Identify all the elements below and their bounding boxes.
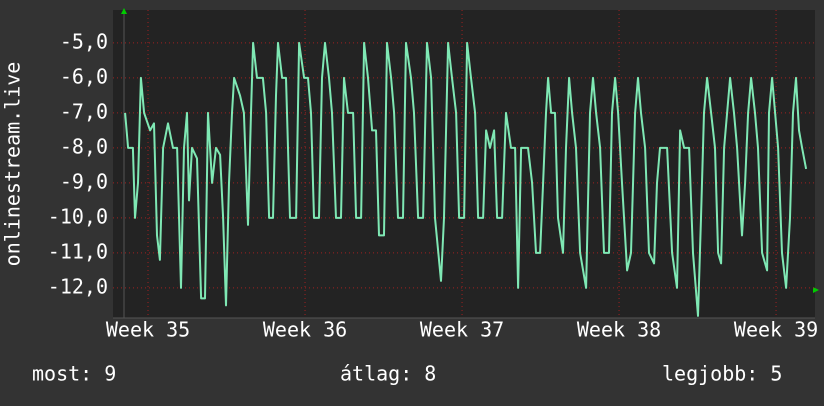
axes — [113, 8, 819, 319]
x-arrow — [813, 287, 819, 293]
summary-average: átlag: 8 — [340, 362, 436, 386]
y-tick-label: -11,0 — [48, 239, 108, 263]
summary-best: legjobb: 5 — [662, 362, 782, 386]
plot-area — [113, 10, 815, 318]
y-tick-label: -9,0 — [60, 169, 108, 193]
y-arrow — [121, 8, 127, 14]
x-tick-label: Week 37 — [420, 318, 504, 342]
y-tick-label: -12,0 — [48, 274, 108, 298]
summary-current: most: 9 — [32, 362, 116, 386]
data-line — [124, 41, 808, 317]
y-tick-label: -6,0 — [60, 64, 108, 88]
x-tick-label: Week 35 — [106, 318, 190, 342]
y-axis-label: onlinestream.live — [1, 62, 25, 267]
x-tick-label: Week 39 — [734, 318, 818, 342]
x-tick-label: Week 36 — [263, 318, 347, 342]
y-tick-label: -5,0 — [60, 29, 108, 53]
y-tick-label: -10,0 — [48, 204, 108, 228]
x-tick-label: Week 38 — [577, 318, 661, 342]
y-tick-label: -8,0 — [60, 134, 108, 158]
y-tick-label: -7,0 — [60, 99, 108, 123]
